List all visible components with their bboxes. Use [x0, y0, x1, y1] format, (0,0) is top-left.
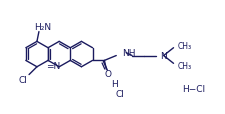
Text: NH: NH — [122, 49, 135, 58]
Text: H: H — [111, 79, 118, 88]
Text: O: O — [104, 69, 111, 78]
Text: Cl: Cl — [115, 89, 124, 98]
Text: =N: =N — [46, 61, 61, 70]
Text: H₂N: H₂N — [34, 23, 51, 32]
Text: CH₃: CH₃ — [177, 61, 191, 70]
Text: CH₃: CH₃ — [177, 42, 191, 51]
Text: N: N — [159, 52, 166, 61]
Text: H−Cl: H−Cl — [182, 84, 205, 93]
Text: Cl: Cl — [19, 75, 27, 84]
